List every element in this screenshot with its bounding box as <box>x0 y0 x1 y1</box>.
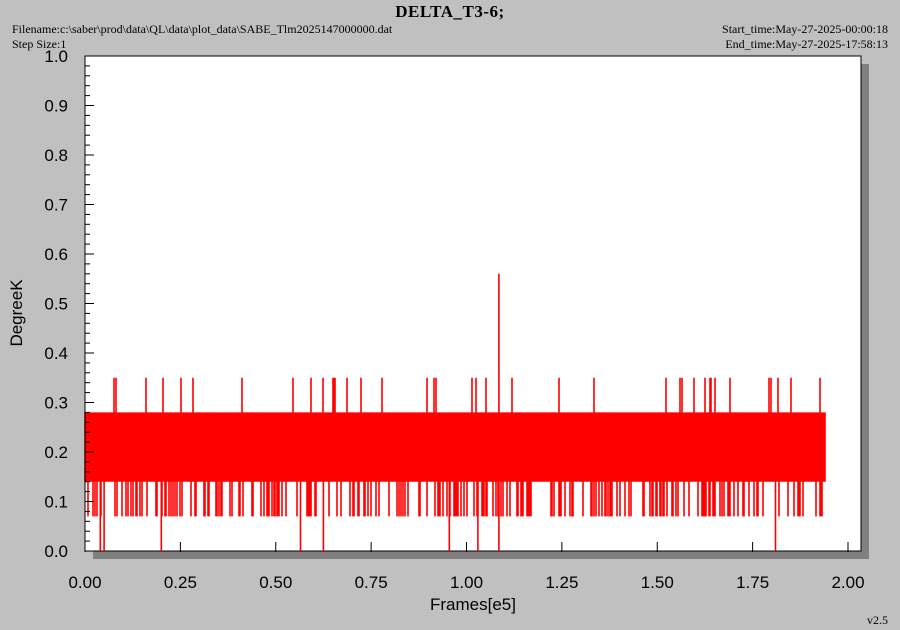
y-tick-label: 0.9 <box>44 97 68 116</box>
x-axis-title: Frames[e5] <box>430 595 516 614</box>
y-tick-label: 0.6 <box>44 245 68 264</box>
y-tick-label: 0.2 <box>44 443 68 462</box>
y-tick-label: 0.7 <box>44 196 68 215</box>
x-tick-label: 2.00 <box>831 573 864 592</box>
x-tick-label: 0.75 <box>355 573 388 592</box>
y-tick-label: 0.1 <box>44 493 68 512</box>
x-tick-label: 1.50 <box>641 573 674 592</box>
x-tick-label: 0.50 <box>259 573 292 592</box>
x-tick-label: 0.25 <box>164 573 197 592</box>
axis-layer: 0.0 0.1 0.2 0.3 0.4 0.5 0.6 0.7 0.8 0.9 1.0 0.00 0.2… <box>44 47 864 592</box>
x-tick-label: 1.25 <box>545 573 578 592</box>
start-time-label: Start_time:May-27-2025-00:00:18 <box>722 22 888 36</box>
version-label: v2.5 <box>867 613 888 627</box>
y-tick-label: 1.0 <box>44 47 68 66</box>
y-axis-title: DegreeK <box>7 279 26 347</box>
y-tick-label: 0.3 <box>44 394 68 413</box>
end-time-label: End_time:May-27-2025-17:58:13 <box>725 37 888 51</box>
x-tick-label: 0.00 <box>68 573 101 592</box>
chart-title: DELTA_T3-6; <box>395 2 505 21</box>
step-size-label: Step Size:1 <box>12 37 67 51</box>
y-tick-label: 0.4 <box>44 344 68 363</box>
x-tick-label: 1.75 <box>736 573 769 592</box>
x-tick-label: 1.00 <box>450 573 483 592</box>
filename-label: Filename:c:\saber\prod\data\QL\data\plot… <box>12 22 393 36</box>
y-tick-label: 0.5 <box>44 295 68 314</box>
y-tick-label: 0.8 <box>44 146 68 165</box>
y-tick-label: 0.0 <box>44 542 68 561</box>
